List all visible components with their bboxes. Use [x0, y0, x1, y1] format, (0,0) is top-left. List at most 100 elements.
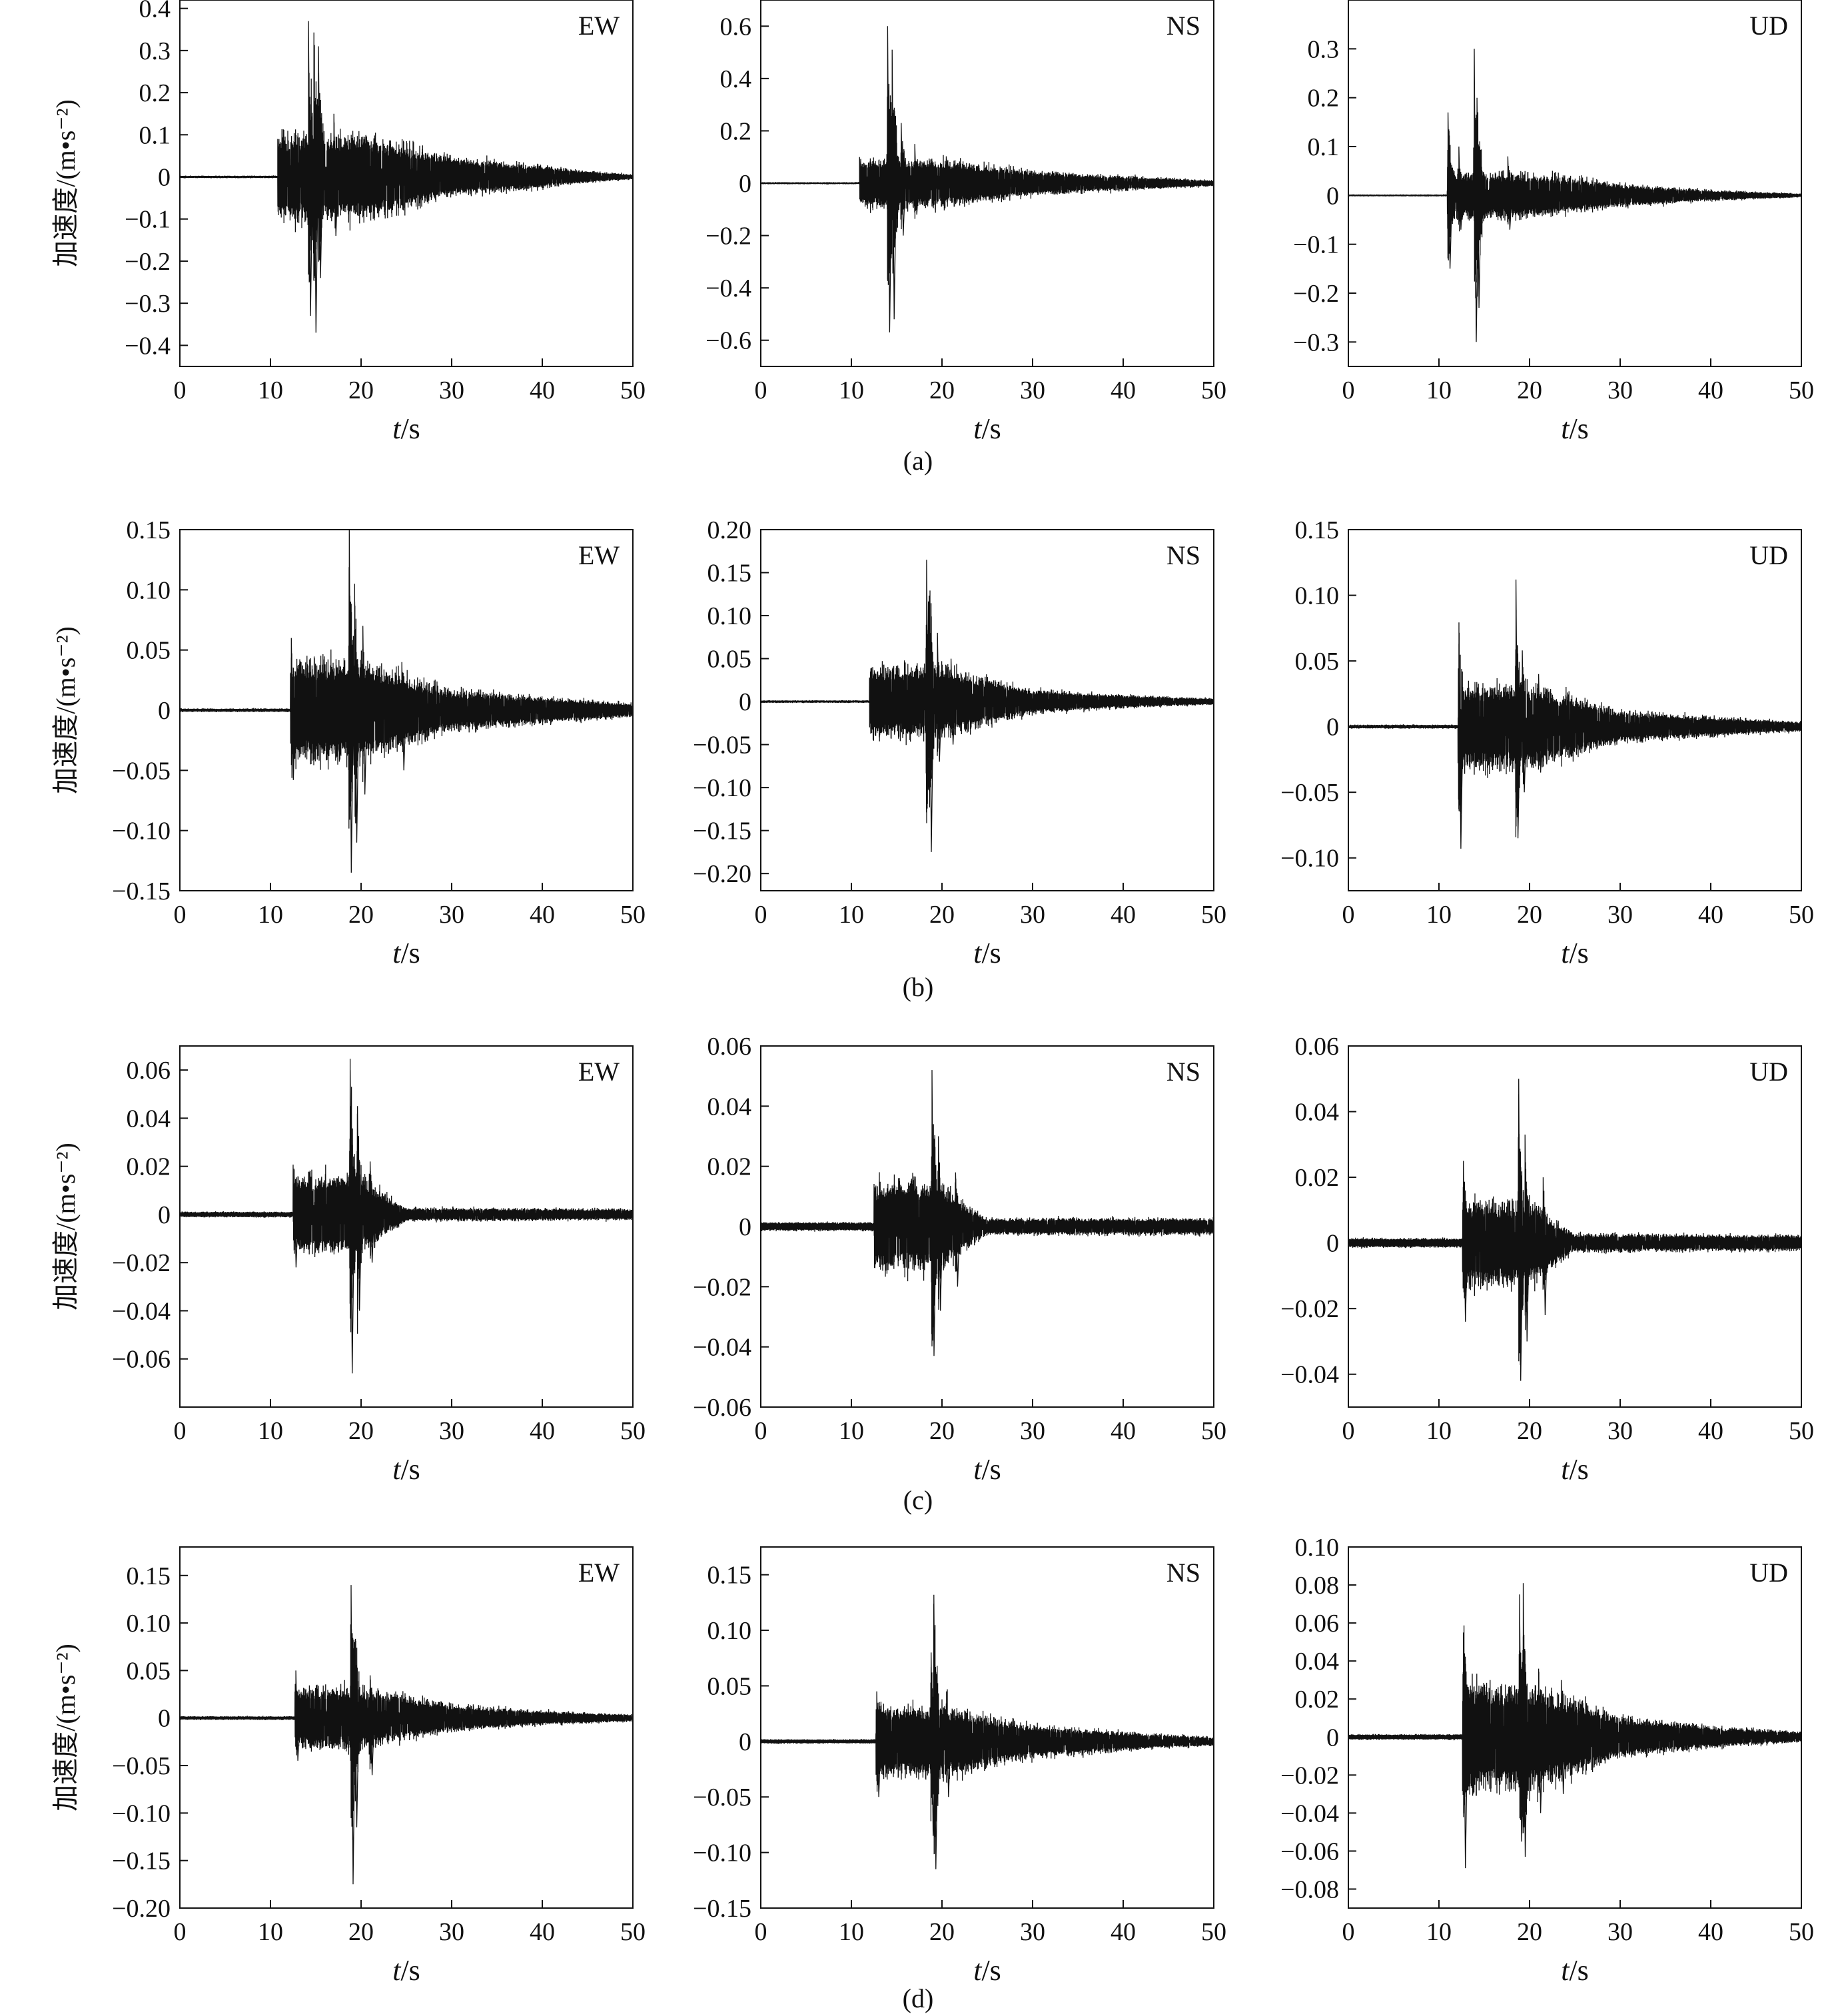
y-tick-label: −0.4	[125, 332, 171, 360]
panel-b-ud: 0 10 20 30 40 50 −0.10 −0.05 0 0.05 0.10 0.15 UD t/s	[1280, 516, 1814, 969]
legend-label: EW	[578, 540, 620, 570]
series-trace-ew	[179, 21, 634, 333]
y-tick-label: −0.05	[112, 757, 171, 785]
x-tick-label: 40	[530, 1417, 555, 1445]
row-caption: (b)	[903, 972, 934, 1002]
y-tick-label: −0.15	[693, 817, 751, 845]
x-tick-label: 50	[1201, 901, 1226, 929]
plot-frame	[179, 0, 634, 367]
x-tick-label: 30	[1020, 1417, 1045, 1445]
y-tick-label: −0.15	[112, 877, 171, 905]
x-axis-label: t/s	[1561, 412, 1589, 445]
legend-label: NS	[1166, 1057, 1200, 1087]
y-tick-label: 0.02	[707, 1153, 752, 1181]
y-tick-label: −0.15	[112, 1847, 171, 1875]
x-tick-label: 0	[1342, 901, 1355, 929]
y-tick-label: −0.04	[112, 1297, 171, 1325]
legend-label: EW	[578, 1057, 620, 1087]
plot-frame	[179, 1045, 634, 1408]
series-trace-ud	[1348, 49, 1802, 342]
panel-a-ud: 0 10 20 30 40 50 −0.3 −0.2 −0.1 0 0.1 0.2 0.3 UD t/s	[1293, 0, 1814, 445]
y-tick-label: −0.02	[1280, 1762, 1339, 1789]
y-tick-label: 0.20	[707, 516, 752, 544]
series-trace-ud	[1348, 1079, 1802, 1381]
y-tick-label: −0.02	[112, 1249, 171, 1277]
x-tick-label: 40	[1111, 901, 1136, 929]
legend-label: NS	[1166, 11, 1200, 41]
y-tick-label: 0.10	[707, 1617, 752, 1645]
plot-frame	[179, 1546, 634, 1909]
x-axis-unit: /s	[1569, 412, 1588, 445]
x-tick-label: 50	[1789, 1918, 1814, 1946]
series-trace-ew	[179, 1059, 634, 1374]
x-tick-label: 10	[839, 1417, 864, 1445]
x-tick-label: 10	[839, 1918, 864, 1946]
y-tick-label: −0.3	[125, 290, 171, 318]
x-axis-var: t	[973, 1954, 983, 1987]
x-tick-label: 40	[1698, 1918, 1723, 1946]
y-tick-label: 0	[158, 1705, 171, 1733]
panel-c-ns: 0 10 20 30 40 50 −0.06 −0.04 −0.02 0 0.02 0.04 0.06 N…	[693, 1033, 1226, 1486]
legend-label: UD	[1749, 540, 1788, 570]
x-axis-label: t/s	[1561, 1453, 1589, 1486]
plot-frame	[760, 1546, 1214, 1909]
plot-frame	[1348, 1546, 1802, 1909]
x-tick-label: 10	[258, 1918, 283, 1946]
panel-c-ud: 0 10 20 30 40 50 −0.04 −0.02 0 0.02 0.04 0.06 UD t/s	[1280, 1033, 1814, 1486]
x-tick-label: 20	[929, 901, 955, 929]
x-axis-var: t	[392, 1453, 402, 1486]
legend-label: UD	[1749, 11, 1788, 41]
y-tick-label: 0.15	[1295, 516, 1340, 544]
y-tick-label: −0.05	[1280, 779, 1339, 807]
x-tick-label: 40	[1698, 1417, 1723, 1445]
x-axis-unit: /s	[400, 937, 420, 969]
x-axis-var: t	[1561, 1453, 1570, 1486]
y-axis-label: 加速度/(m•s⁻²)	[51, 99, 81, 267]
y-tick-label: 0.2	[1308, 85, 1340, 113]
x-tick-label: 0	[174, 901, 187, 929]
x-axis-label: t/s	[1561, 937, 1589, 969]
y-tick-label: −0.08	[1280, 1875, 1339, 1903]
y-tick-label: −0.10	[1280, 845, 1339, 873]
x-tick-label: 30	[1607, 1417, 1633, 1445]
x-tick-label: 50	[620, 1417, 646, 1445]
x-tick-label: 50	[1201, 1918, 1226, 1946]
y-tick-label: 0	[1326, 714, 1339, 742]
y-tick-label: 0.10	[1295, 582, 1340, 610]
x-tick-label: 10	[839, 376, 864, 404]
y-tick-label: −0.04	[693, 1334, 751, 1362]
x-tick-label: 0	[174, 1417, 187, 1445]
x-tick-label: 20	[1517, 1918, 1542, 1946]
y-tick-label: 0.15	[707, 560, 752, 588]
series-trace-ud	[1348, 1583, 1802, 1869]
series-trace-ns	[760, 26, 1214, 332]
x-tick-label: 0	[174, 376, 187, 404]
x-axis-unit: /s	[981, 412, 1001, 445]
x-tick-label: 50	[1789, 901, 1814, 929]
x-tick-label: 20	[348, 1918, 374, 1946]
x-tick-label: 40	[1698, 901, 1723, 929]
x-axis-var: t	[392, 412, 402, 445]
x-tick-label: 50	[1201, 376, 1226, 404]
x-tick-label: 50	[1201, 1417, 1226, 1445]
x-axis-unit: /s	[1569, 1453, 1588, 1486]
y-tick-label: 0.10	[127, 576, 171, 604]
x-tick-label: 50	[620, 1918, 646, 1946]
plot-frame	[1348, 529, 1802, 891]
legend-label: UD	[1749, 1558, 1788, 1588]
plot-frame	[1348, 1045, 1802, 1408]
y-tick-label: 0.08	[1295, 1572, 1340, 1600]
x-tick-label: 0	[755, 1417, 767, 1445]
y-tick-label: 0.4	[139, 0, 171, 23]
y-tick-label: 0.15	[127, 1562, 171, 1590]
y-tick-label: 0.02	[127, 1153, 171, 1181]
panel-b-ew: 0 10 20 30 40 50 −0.15 −0.10 −0.05 0 0.05 0.10 0.15 E…	[51, 516, 646, 969]
y-tick-label: −0.04	[1280, 1361, 1339, 1389]
x-tick-label: 0	[174, 1918, 187, 1946]
x-tick-label: 40	[530, 1918, 555, 1946]
y-tick-label: −0.05	[112, 1752, 171, 1780]
x-axis-unit: /s	[981, 1453, 1001, 1486]
y-tick-label: 0.15	[127, 516, 171, 544]
x-axis-label: t/s	[392, 412, 420, 445]
x-tick-label: 50	[620, 376, 646, 404]
